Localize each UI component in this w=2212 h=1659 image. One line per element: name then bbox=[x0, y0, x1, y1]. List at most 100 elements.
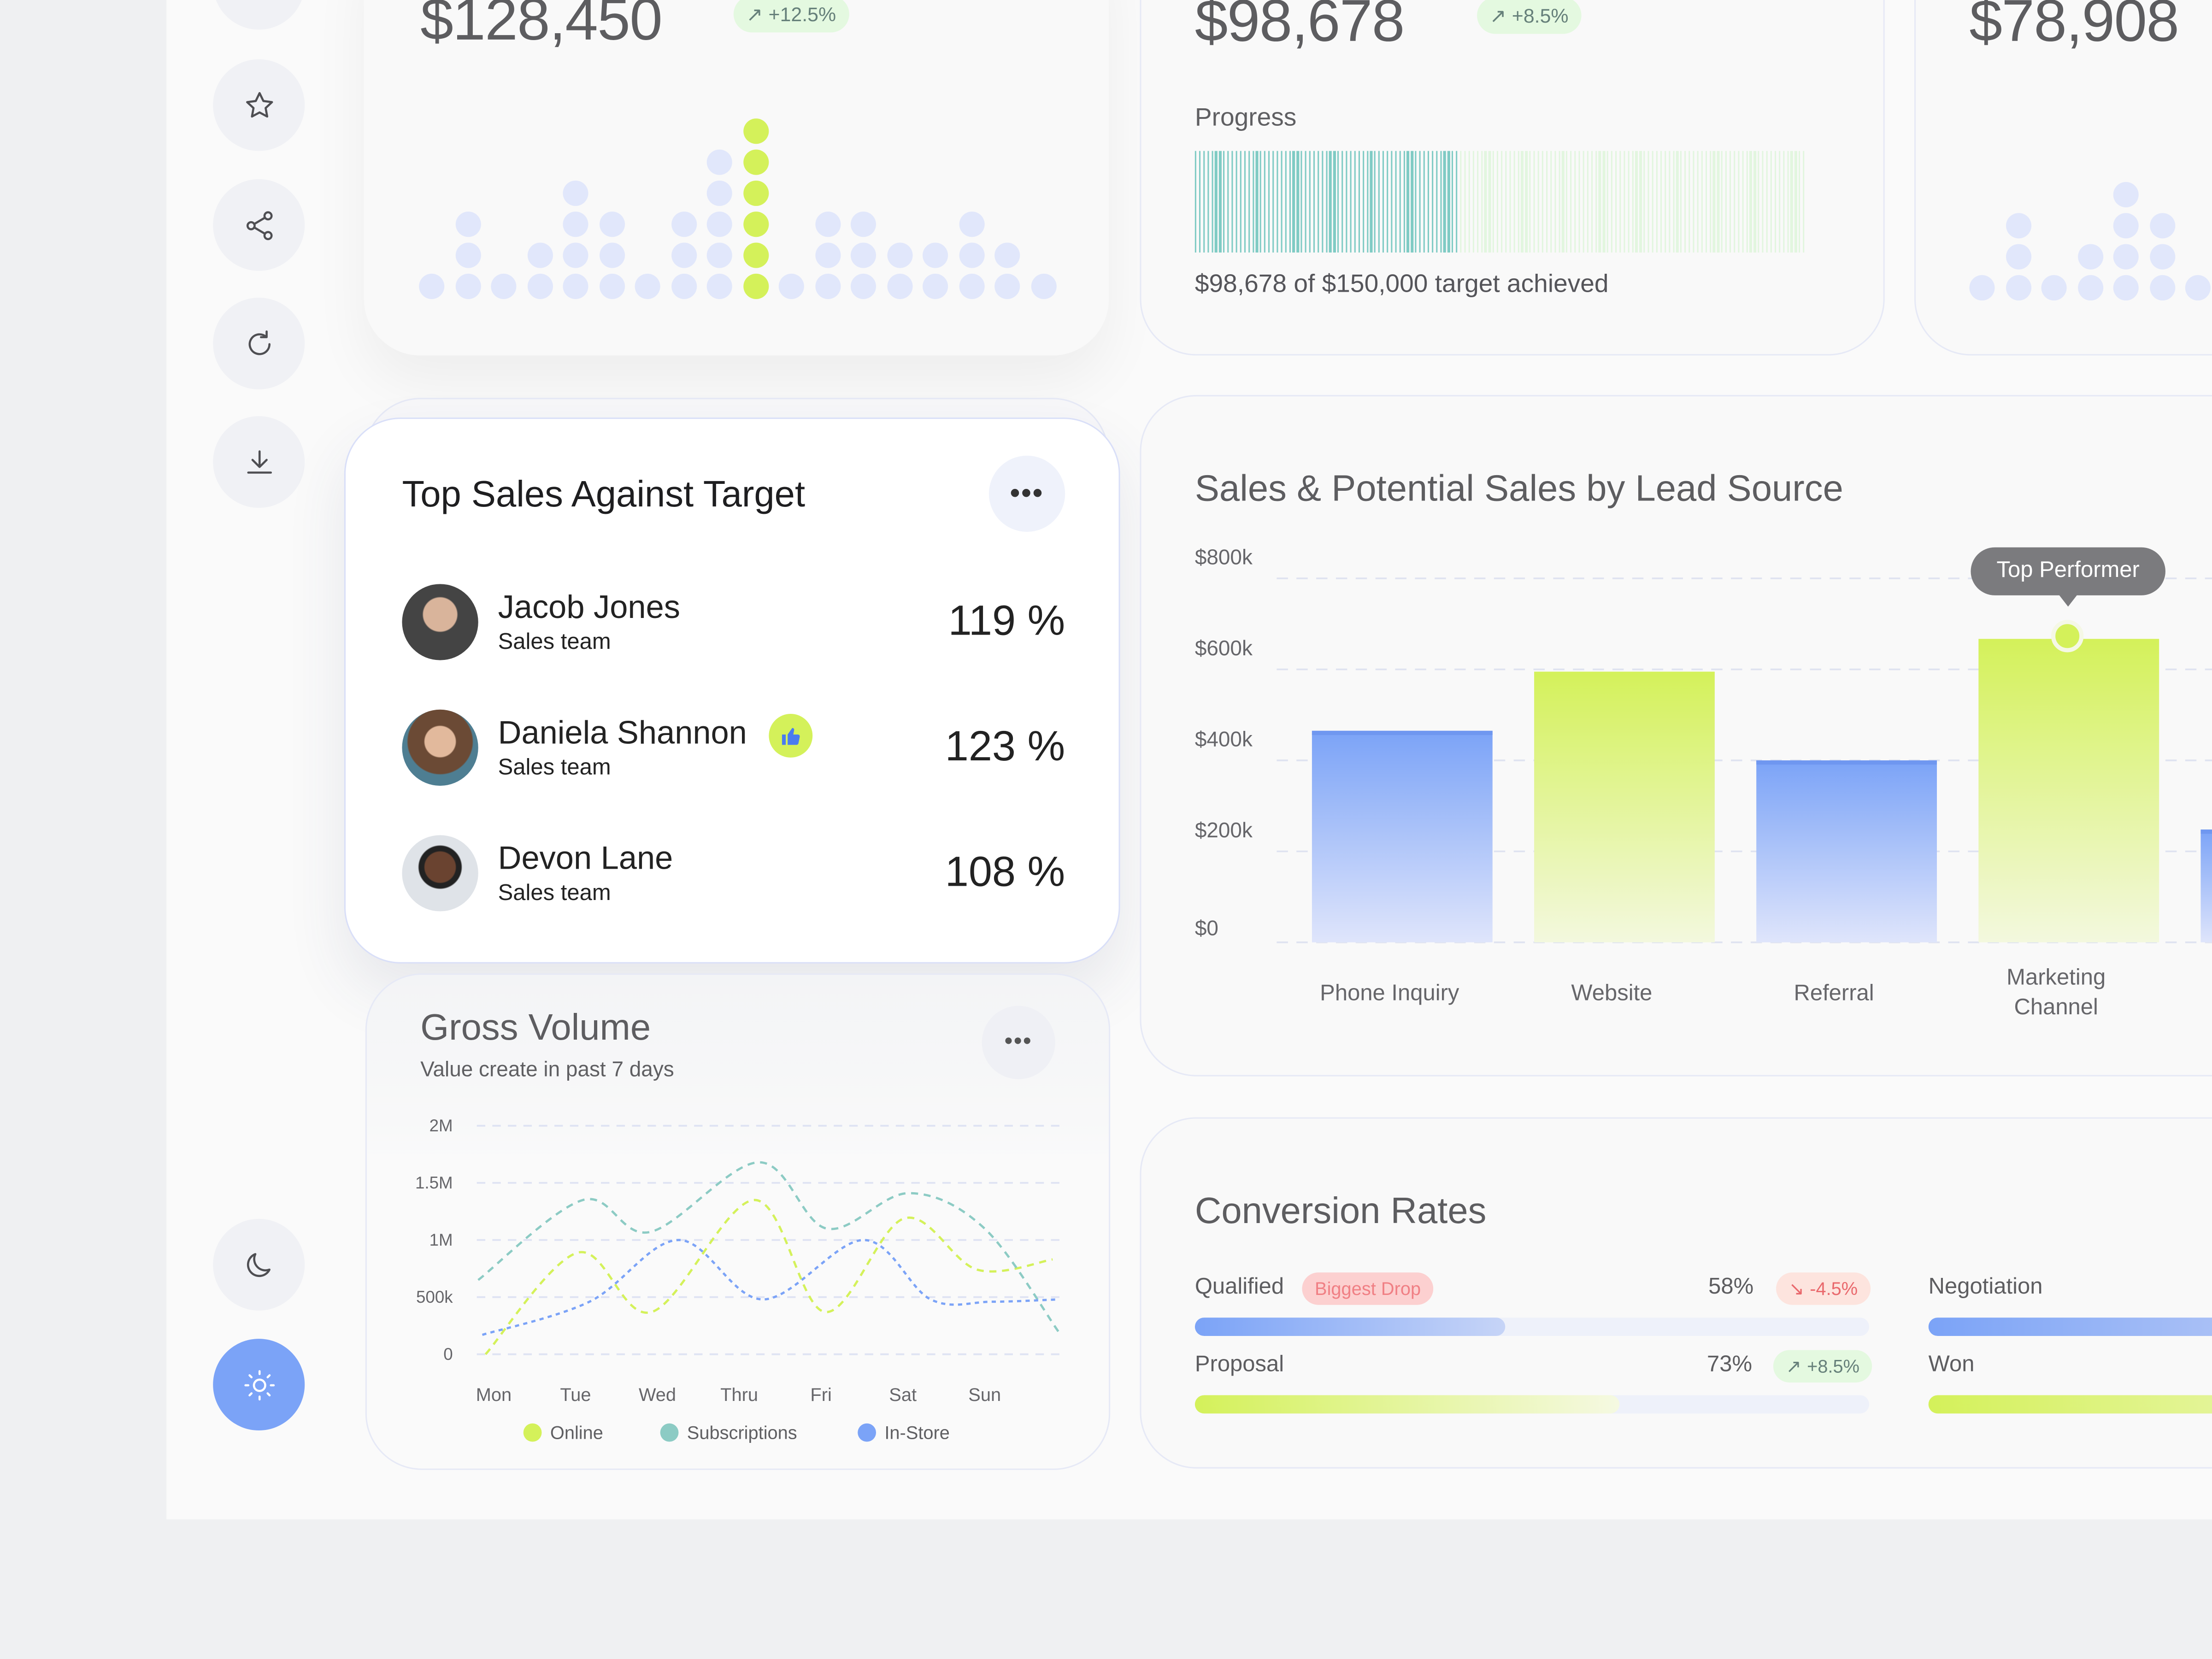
series-line-subscriptions bbox=[477, 1161, 1059, 1332]
more-options-button[interactable]: ••• bbox=[988, 455, 1065, 532]
progress-stripe bbox=[1260, 151, 1262, 253]
progress-stripe bbox=[1705, 151, 1707, 253]
dot-mark bbox=[706, 242, 732, 268]
more-options-button[interactable]: ••• bbox=[982, 1006, 1055, 1079]
dot-mark bbox=[527, 273, 553, 299]
progress-stripe bbox=[1497, 151, 1499, 253]
dot-mark bbox=[2149, 275, 2175, 301]
progress-stripe bbox=[1746, 151, 1748, 253]
dot-mark bbox=[563, 180, 588, 206]
dot-mark bbox=[959, 212, 984, 237]
progress-stripe bbox=[1330, 151, 1331, 253]
progress-stripe bbox=[1293, 151, 1295, 253]
progress-stripe bbox=[1647, 151, 1650, 253]
person-name: Daniela Shannon bbox=[498, 713, 747, 751]
progress-stripe bbox=[1350, 151, 1352, 253]
x-tick-label: Fri bbox=[810, 1385, 831, 1405]
progress-stripe bbox=[1660, 151, 1662, 253]
share-icon bbox=[246, 210, 272, 240]
progress-stripe bbox=[1423, 151, 1425, 253]
progress-stripe bbox=[1684, 151, 1687, 253]
y-tick-label: 1M bbox=[429, 1230, 453, 1249]
progress-stripe bbox=[1440, 151, 1441, 253]
progress-stripe bbox=[1750, 151, 1752, 253]
person-team: Sales team bbox=[498, 882, 611, 906]
progress-stripe bbox=[1730, 151, 1731, 253]
dot-mark bbox=[2077, 244, 2103, 270]
light-mode-button[interactable] bbox=[213, 1339, 305, 1431]
of: of bbox=[1287, 269, 1322, 298]
avatar bbox=[402, 709, 478, 786]
dot-mark bbox=[2113, 244, 2139, 270]
y-tick-label: 2M bbox=[429, 1116, 453, 1135]
progress-stripe bbox=[1558, 151, 1560, 253]
progress-stripe bbox=[1464, 151, 1466, 253]
progress-stripe bbox=[1378, 151, 1381, 253]
progress-stripe bbox=[1794, 151, 1797, 253]
dark-mode-button[interactable] bbox=[213, 1218, 305, 1311]
dot-mark bbox=[527, 242, 553, 268]
sidebar-share-button[interactable] bbox=[213, 179, 305, 271]
dot-mark bbox=[2113, 275, 2139, 301]
progress-stripe bbox=[1341, 151, 1344, 253]
progress-stripe bbox=[1770, 151, 1772, 253]
dot-mark bbox=[814, 212, 840, 237]
legend-in-store[interactable]: In-Store bbox=[858, 1422, 950, 1443]
progress-stripe bbox=[1452, 151, 1454, 253]
legend-online[interactable]: Online bbox=[523, 1422, 603, 1443]
progress-stripe bbox=[1337, 151, 1340, 253]
progress-stripe bbox=[1680, 151, 1683, 253]
person-team: Sales team bbox=[498, 756, 611, 780]
dot-mark bbox=[706, 273, 732, 299]
progress-stripe bbox=[1737, 151, 1740, 253]
legend-label: In-Store bbox=[884, 1422, 950, 1443]
dot-mark bbox=[850, 212, 877, 237]
star-icon bbox=[245, 91, 272, 117]
progress-stripe bbox=[1431, 151, 1434, 253]
progress-stripe bbox=[1619, 151, 1621, 253]
card-title: Sales & Potential Sales by Lead Source bbox=[1194, 467, 1843, 510]
person-name: Jacob Jones bbox=[498, 588, 680, 625]
list-item[interactable]: Jacob Jones Sales team 119 % bbox=[402, 584, 1065, 669]
dot-mark bbox=[671, 242, 696, 268]
progress-stripe bbox=[1447, 151, 1450, 253]
progress-stripe bbox=[1297, 151, 1299, 253]
legend-subscriptions[interactable]: Subscriptions bbox=[660, 1422, 797, 1443]
kpi-card-progress: $98,678 ↗ +8.5% Progress $98,678 of $150,… bbox=[1140, 0, 1885, 356]
progress-stripe bbox=[1783, 151, 1784, 253]
sidebar-download-button[interactable] bbox=[213, 416, 305, 508]
progress-stripe bbox=[1501, 151, 1503, 253]
progress-stripe bbox=[1599, 151, 1601, 253]
kpi-card-3: $78,908 bbox=[1914, 0, 2212, 356]
progress-stripe bbox=[1276, 151, 1278, 253]
thumbs-up-icon bbox=[769, 713, 813, 758]
person-team: Sales team bbox=[498, 630, 611, 655]
series-line-online bbox=[484, 1199, 1053, 1355]
dot-mark bbox=[742, 180, 768, 206]
progress-stripe bbox=[1672, 151, 1674, 253]
list-item[interactable]: Devon Lane Sales team 108 % bbox=[402, 835, 1065, 920]
progress-stripe bbox=[1644, 151, 1646, 253]
progress-stripe bbox=[1333, 151, 1335, 253]
dot-mark bbox=[2041, 275, 2067, 301]
y-tick-label: 500k bbox=[416, 1288, 453, 1306]
y-tick-label: 0 bbox=[443, 1345, 453, 1364]
sidebar-star-button[interactable] bbox=[213, 59, 305, 151]
dot-mark bbox=[923, 273, 948, 299]
progress-stripe bbox=[1207, 151, 1209, 253]
progress-stripe bbox=[1546, 151, 1548, 253]
progress-stripe bbox=[1676, 151, 1678, 253]
list-item[interactable]: Daniela Shannon Sales team 123 % bbox=[402, 709, 1065, 794]
progress-stripe bbox=[1362, 151, 1364, 253]
progress-stripe bbox=[1305, 151, 1307, 253]
dot-mark bbox=[994, 273, 1020, 299]
progress-stripe bbox=[1778, 151, 1780, 253]
dot-mark bbox=[886, 242, 912, 268]
dot-mark bbox=[2113, 213, 2139, 239]
sidebar-refresh-button[interactable] bbox=[213, 297, 305, 389]
progress-stripe bbox=[1325, 151, 1327, 253]
progress-stripe bbox=[1415, 151, 1417, 253]
dot-mark bbox=[850, 242, 877, 268]
x-tick-label: Tue bbox=[560, 1385, 591, 1405]
progress-stripe bbox=[1411, 151, 1413, 253]
